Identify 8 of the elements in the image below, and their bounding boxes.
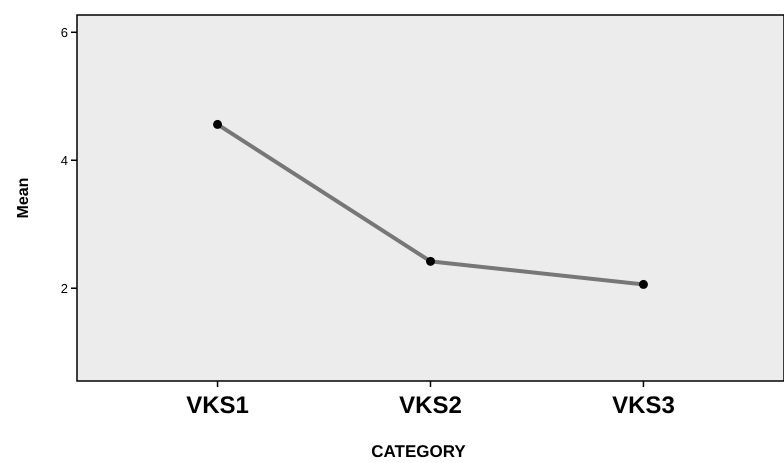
y-tick-label: 6: [60, 24, 68, 40]
y-axis-title: Mean: [15, 178, 32, 218]
x-tick-label: VKS3: [612, 392, 675, 419]
y-tick-label: 4: [60, 152, 68, 168]
x-tick-label: VKS2: [399, 392, 462, 419]
y-tick-label: 2: [60, 280, 68, 296]
x-axis-title: CATEGORY: [371, 442, 466, 461]
x-tick-label: VKS1: [186, 392, 249, 419]
